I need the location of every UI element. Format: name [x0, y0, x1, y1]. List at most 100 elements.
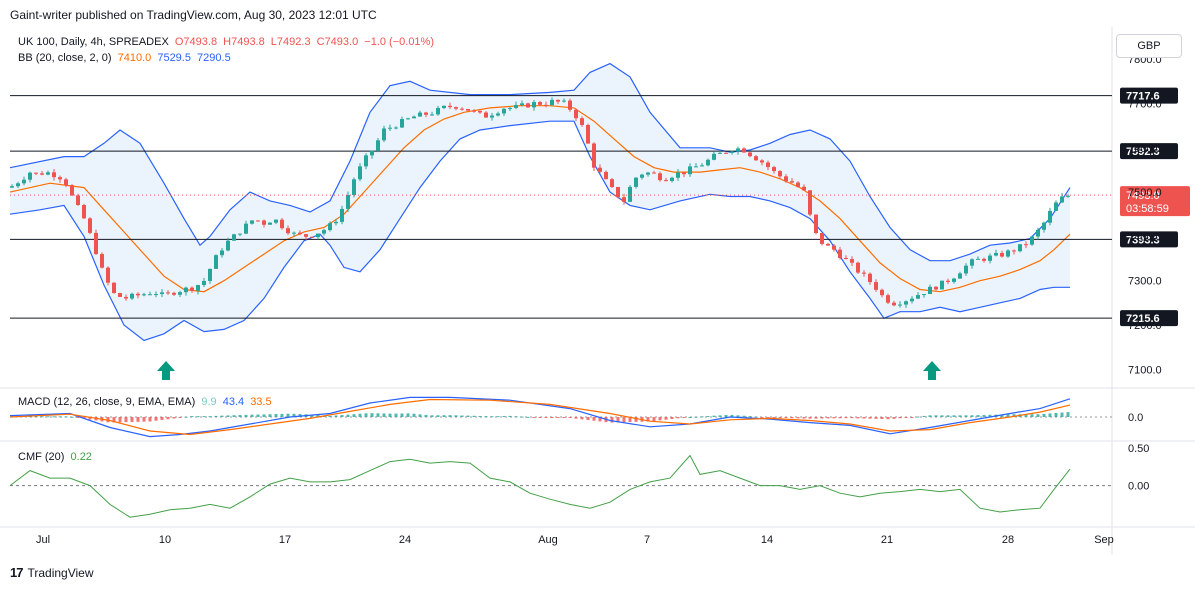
macd-histogram-bar [976, 415, 980, 417]
candle-body [232, 234, 236, 241]
macd-histogram-bar [448, 415, 452, 417]
candle-body [238, 233, 242, 235]
candle-body [868, 273, 872, 283]
x-tick-label: 7 [644, 534, 650, 546]
candle-body [46, 172, 50, 175]
macd-histogram-bar [52, 416, 56, 418]
macd-histogram-bar [490, 416, 494, 418]
macd-histogram-bar [310, 414, 314, 417]
candle-body [454, 107, 458, 109]
tradingview-logo[interactable]: 17 TradingView [10, 565, 94, 580]
candle-body [682, 172, 686, 175]
candle-body [40, 173, 44, 175]
candle-body [28, 172, 32, 180]
candle-body [244, 223, 248, 234]
candle-body [310, 236, 314, 238]
macd-histogram-bar [394, 413, 398, 417]
macd-histogram-bar [340, 415, 344, 417]
price-tick-label: 7100.0 [1128, 364, 1162, 376]
macd-histogram-bar [760, 417, 764, 418]
chart-svg[interactable]: 7493.003:58:597717.67592.37393.37215.678… [0, 27, 1195, 555]
candle-body [730, 151, 734, 153]
macd-histogram-bar [76, 417, 80, 418]
candle-body [16, 183, 20, 187]
macd-histogram-bar [1012, 414, 1016, 417]
macd-histogram-bar [868, 417, 872, 419]
macd-legend: MACD (12, 26, close, 9, EMA, EMA) 9.9 43… [18, 396, 275, 408]
candle-body [928, 286, 932, 295]
macd-histogram-bar [70, 416, 74, 418]
last-price-badge [1120, 186, 1190, 217]
macd-histogram-bar [652, 417, 656, 422]
candle-body [88, 218, 92, 233]
cmf-line [9, 454, 1071, 518]
candle-body [292, 232, 296, 234]
candle-body [538, 102, 542, 105]
cmf-tick-label: 0.00 [1128, 481, 1149, 493]
macd-histogram-bar [826, 417, 830, 419]
macd-histogram-bar [838, 417, 842, 419]
price-tick-label: 7200.0 [1128, 320, 1162, 332]
macd-histogram-bar [364, 413, 368, 417]
macd-histogram-bar [1030, 414, 1034, 417]
macd-histogram-bar [706, 415, 710, 417]
macd-histogram-bar [910, 417, 914, 418]
candle-body [1036, 229, 1040, 237]
macd-histogram-bar [628, 417, 632, 423]
macd-histogram-bar [58, 416, 62, 418]
candle-body [964, 265, 968, 274]
macd-histogram-bar [874, 417, 878, 419]
macd-histogram-bar [286, 413, 290, 417]
macd-histogram-bar [694, 416, 698, 418]
macd-histogram-bar [922, 415, 926, 417]
macd-histogram-bar [574, 417, 578, 419]
macd-histogram-bar [34, 416, 38, 418]
macd-histogram-bar [526, 416, 530, 418]
candle-body [748, 152, 752, 157]
macd-histogram-bar [124, 417, 128, 423]
macd-histogram-bar [790, 417, 794, 419]
macd-histogram-bar [730, 414, 734, 417]
macd-histogram-bar [808, 417, 812, 419]
macd-histogram-bar [550, 417, 554, 419]
chart-area[interactable]: 7493.0 03:58:59 7717.6 7592.3 7393.3 7215.6 78… [0, 27, 1195, 555]
candle-body [424, 112, 428, 115]
macd-histogram-bar [424, 414, 428, 417]
cmf-tick-label: 0.50 [1128, 443, 1149, 455]
macd-histogram-bar [370, 413, 374, 417]
macd-histogram-bar [262, 414, 266, 417]
macd-histogram-bar [232, 415, 236, 417]
level-badge [1120, 143, 1178, 160]
x-tick-label: Jul [36, 534, 50, 546]
candle-body [994, 252, 998, 256]
candle-body [1024, 244, 1028, 246]
candle-body [544, 104, 548, 106]
candle-body [556, 99, 560, 102]
macd-histogram-bar [1036, 414, 1040, 417]
candle-body [526, 103, 530, 108]
candle-body [724, 152, 728, 154]
macd-histogram-bar [1000, 414, 1004, 417]
macd-histogram-bar [400, 413, 404, 417]
macd-histogram-bar [190, 416, 194, 418]
price-tick-label: 7300.0 [1128, 276, 1162, 288]
macd-histogram-bar [568, 417, 572, 418]
candle-body [178, 292, 182, 295]
candle-body [532, 102, 536, 108]
candle-body [934, 286, 938, 290]
candle-body [904, 301, 908, 305]
candle-body [862, 272, 866, 274]
currency-button[interactable]: GBP [1116, 34, 1182, 58]
macd-histogram-bar [886, 417, 890, 420]
bb-fill [10, 63, 1070, 341]
candle-body [340, 208, 344, 222]
candle-body [778, 171, 782, 177]
candle-body [442, 105, 446, 109]
macd-histogram-bar [724, 414, 728, 417]
macd-histogram-bar [496, 416, 500, 418]
candle-body [580, 118, 584, 125]
candle-body [22, 179, 26, 184]
candle-body [664, 180, 668, 182]
cmf-value: 0.22 [70, 451, 92, 463]
macd-tick-label: 0.0 [1128, 412, 1143, 424]
